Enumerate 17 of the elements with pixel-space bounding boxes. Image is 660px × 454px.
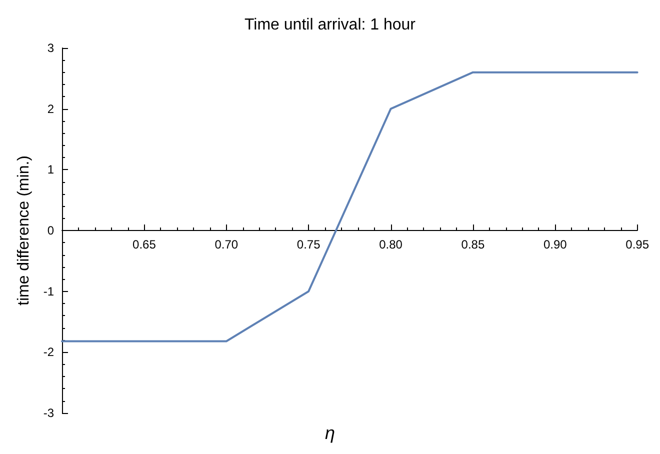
x-tick-label: 0.80	[379, 238, 403, 252]
y-tick-label: 2	[47, 102, 54, 116]
x-tick-label: 0.85	[461, 238, 485, 252]
y-tick-label: 1	[47, 162, 54, 177]
y-tick-label: 3	[47, 41, 54, 55]
chart-title: Time until arrival: 1 hour	[244, 16, 416, 34]
x-tick-label: 0.65	[132, 238, 156, 252]
y-tick-label: 0	[47, 224, 54, 238]
x-tick-label: 0.90	[543, 238, 568, 252]
x-tick-label: 0.75	[296, 238, 321, 252]
x-tick-label: 0.70	[214, 238, 238, 252]
y-tick-label: -3	[43, 406, 54, 420]
y-tick-label: -2	[43, 345, 54, 360]
x-axis-title: η	[325, 423, 336, 443]
y-tick-label: -1	[43, 284, 54, 298]
y-axis-title: time difference (min.)	[16, 156, 32, 306]
x-tick-label: 0.95	[626, 238, 650, 252]
